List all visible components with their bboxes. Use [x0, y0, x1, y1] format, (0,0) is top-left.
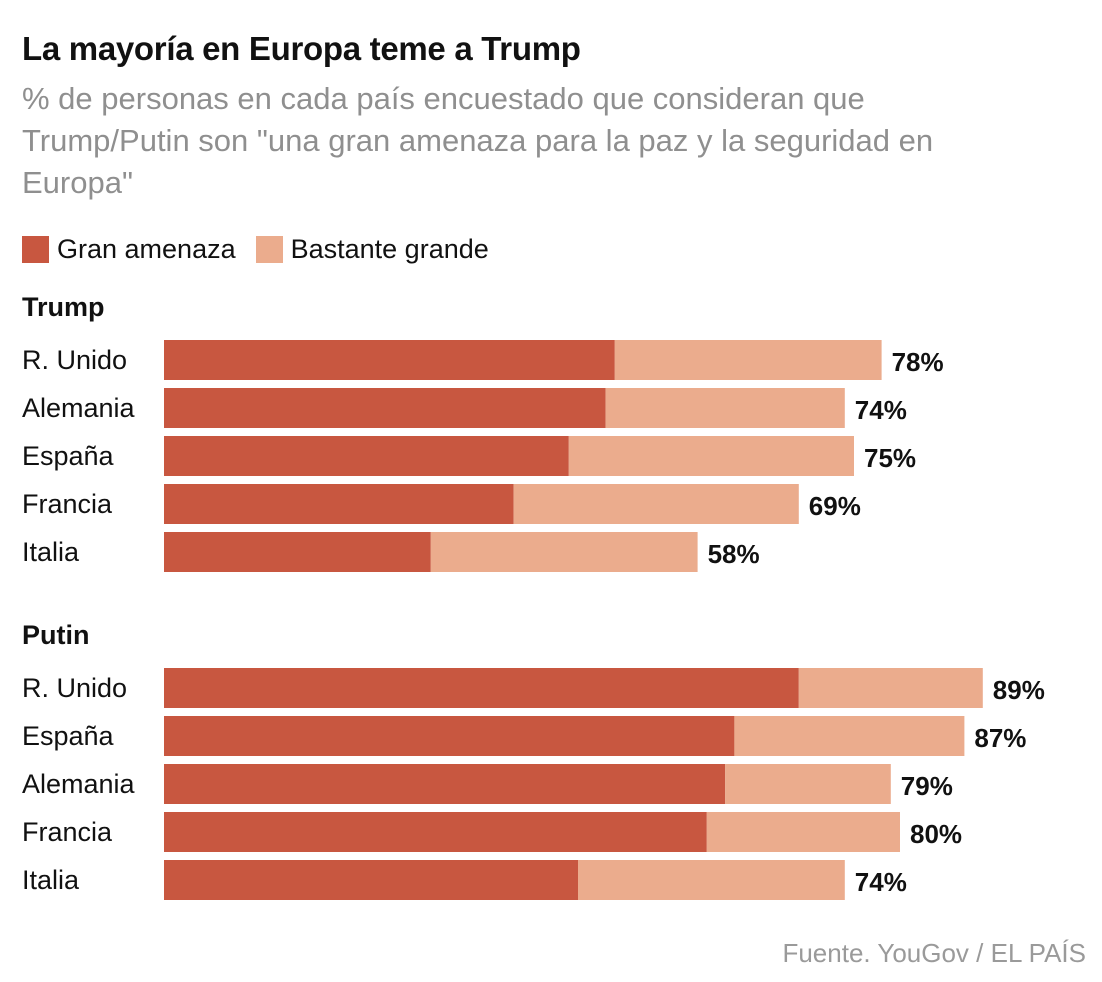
legend-label-gran-amenaza: Gran amenaza — [57, 233, 236, 264]
bar-gran-amenaza-putin-francia — [164, 812, 707, 852]
bar-gran-amenaza-putin-españa — [164, 716, 735, 756]
total-label: 79% — [901, 771, 953, 801]
country-label: España — [22, 721, 115, 751]
country-label: Italia — [22, 865, 80, 895]
source-note: Fuente. YouGov / EL PAÍS — [782, 938, 1086, 968]
total-label: 74% — [855, 395, 907, 425]
country-label: Alemania — [22, 393, 136, 423]
total-label: 74% — [855, 867, 907, 897]
bar-bastante-grande-putin-españa — [734, 716, 965, 756]
bar-gran-amenaza-putin-italia — [164, 860, 578, 900]
legend-item-bastante-grande: Bastante grande — [255, 233, 489, 265]
bar-gran-amenaza-trump-italia — [164, 532, 431, 572]
bar-gran-amenaza-trump-r-unido — [164, 340, 615, 380]
legend: Gran amenaza Bastante grande — [22, 232, 509, 266]
country-label: España — [22, 441, 115, 471]
bar-bastante-grande-trump-italia — [430, 532, 698, 572]
country-label: Francia — [22, 489, 113, 519]
group-title-putin: Putin — [22, 620, 90, 650]
bar-chart: Trump R. Unido 78% Alemania 74% España 75% Fran… — [22, 292, 1045, 900]
total-label: 69% — [809, 491, 861, 521]
legend-swatch-gran-amenaza — [22, 235, 49, 263]
total-label: 87% — [974, 723, 1026, 753]
country-label: R. Unido — [22, 345, 127, 375]
total-label: 78% — [892, 347, 944, 377]
bar-bastante-grande-putin-francia — [706, 812, 900, 852]
legend-item-gran-amenaza: Gran amenaza — [22, 234, 236, 265]
bar-gran-amenaza-trump-españa — [164, 436, 569, 476]
bar-gran-amenaza-trump-alemania — [164, 388, 606, 428]
total-label: 80% — [910, 819, 962, 849]
legend-label-bastante-grande: Bastante grande — [290, 233, 489, 264]
total-label: 89% — [993, 675, 1045, 705]
bar-bastante-grande-putin-italia — [578, 860, 845, 900]
total-label: 75% — [864, 443, 916, 473]
country-label: Alemania — [22, 769, 136, 799]
bar-bastante-grande-trump-españa — [568, 436, 854, 476]
bar-bastante-grande-putin-r-unido — [798, 668, 983, 708]
bar-bastante-grande-trump-alemania — [605, 388, 845, 428]
bar-gran-amenaza-putin-alemania — [164, 764, 726, 804]
country-label: Italia — [22, 537, 80, 567]
bar-bastante-grande-trump-r-unido — [614, 340, 882, 380]
country-label: R. Unido — [22, 673, 127, 703]
chart-title: La mayoría en Europa teme a Trump — [22, 30, 581, 67]
bar-bastante-grande-trump-francia — [513, 484, 799, 524]
legend-swatch-bastante-grande — [255, 235, 283, 263]
total-label: 58% — [708, 539, 760, 569]
chart-subtitle: % de personas en cada país encuestado qu… — [22, 81, 934, 200]
group-title-trump: Trump — [22, 292, 105, 322]
bar-bastante-grande-putin-alemania — [725, 764, 891, 804]
bar-gran-amenaza-trump-francia — [164, 484, 514, 524]
country-label: Francia — [22, 817, 113, 847]
bar-gran-amenaza-putin-r-unido — [164, 668, 799, 708]
